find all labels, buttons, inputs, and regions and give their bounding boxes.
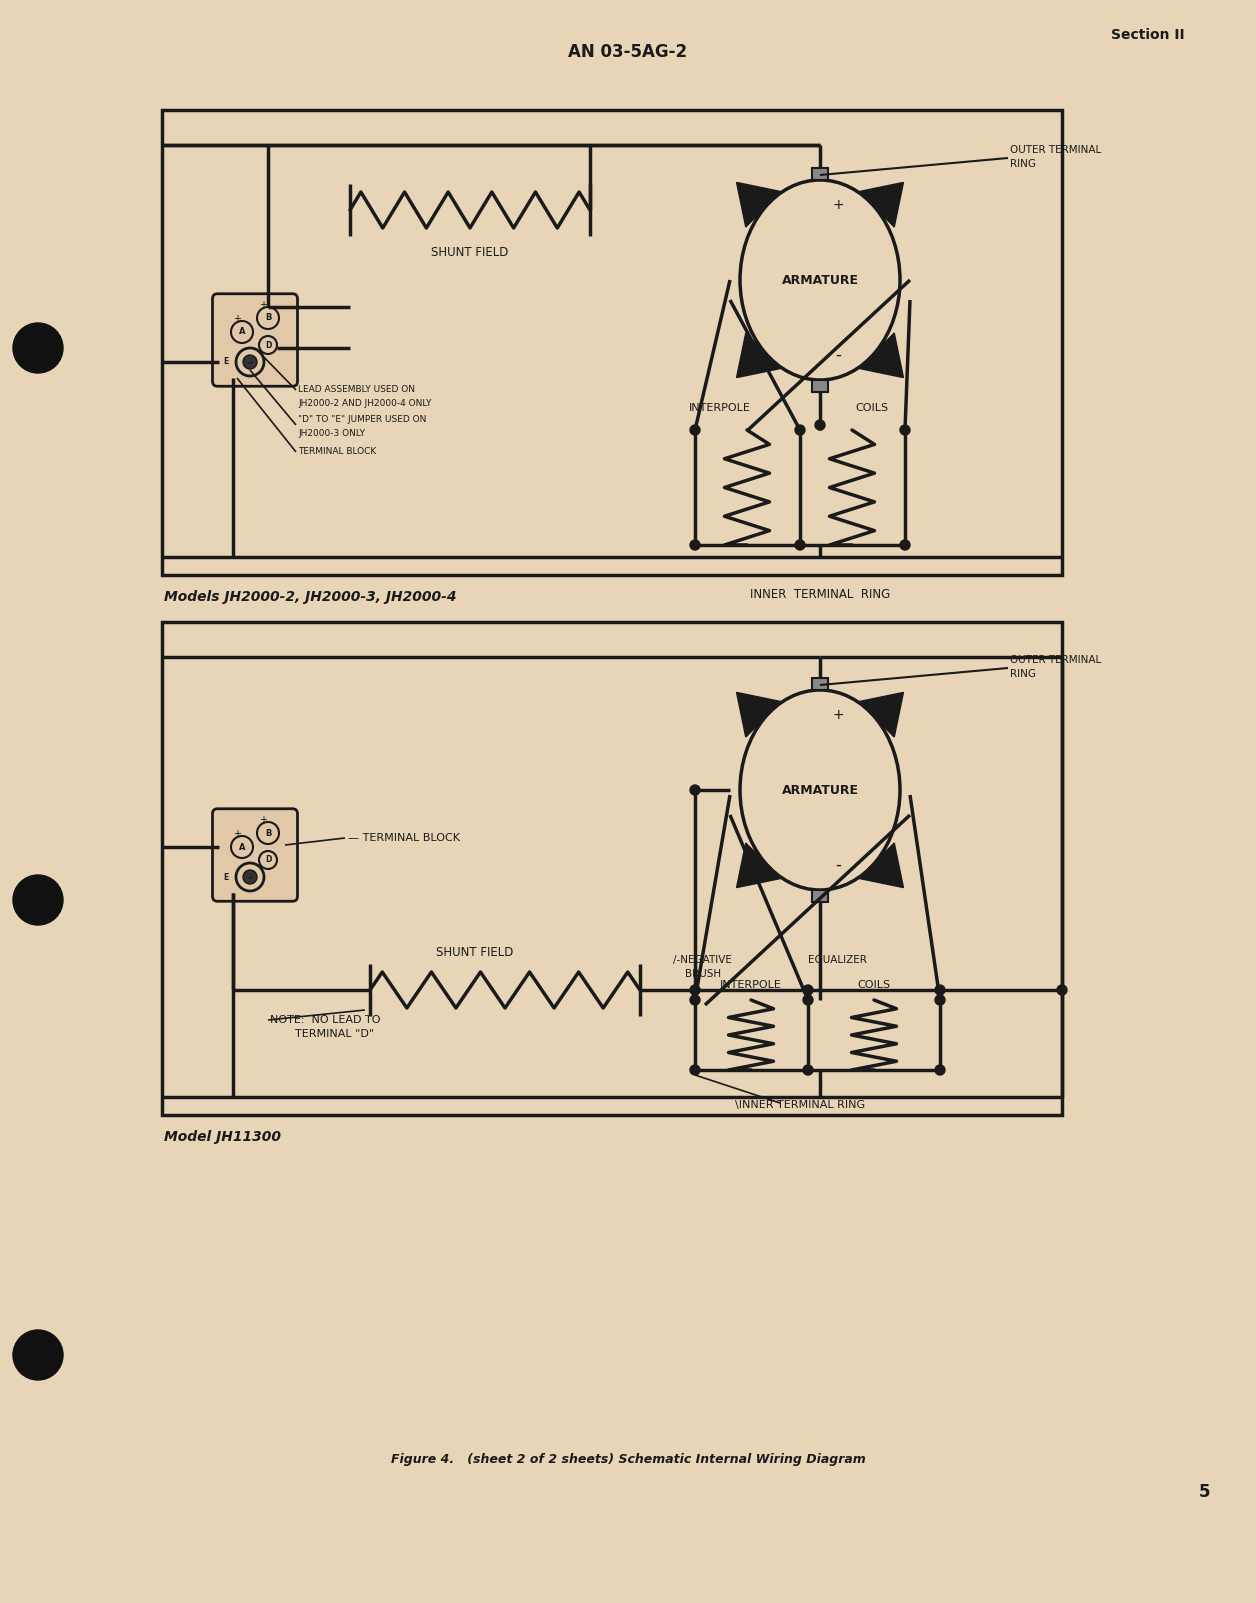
Polygon shape [736, 183, 781, 228]
Bar [811, 890, 828, 902]
Bar [162, 111, 1063, 575]
Circle shape [934, 984, 945, 995]
Circle shape [1058, 984, 1068, 995]
Text: +: + [234, 829, 241, 838]
Text: /-NEGATIVE: /-NEGATIVE [673, 955, 732, 965]
Circle shape [690, 984, 700, 995]
Text: +: + [234, 314, 241, 324]
Polygon shape [859, 843, 903, 888]
Circle shape [690, 540, 700, 550]
Text: A: A [239, 843, 245, 851]
Text: -: - [835, 346, 842, 364]
Circle shape [803, 984, 813, 995]
Text: Model JH11300: Model JH11300 [165, 1130, 281, 1145]
Text: \INNER TERMINAL RING: \INNER TERMINAL RING [735, 1100, 865, 1109]
Ellipse shape [740, 689, 901, 890]
Text: 5: 5 [1198, 1483, 1210, 1500]
Polygon shape [859, 333, 903, 378]
Text: SHUNT FIELD: SHUNT FIELD [431, 245, 509, 258]
Text: +: + [259, 814, 268, 826]
Text: -: - [247, 354, 252, 370]
FancyBboxPatch shape [212, 810, 298, 901]
Polygon shape [859, 692, 903, 737]
Text: SHUNT FIELD: SHUNT FIELD [436, 946, 514, 959]
Circle shape [236, 348, 264, 377]
Text: D: D [265, 340, 271, 349]
Circle shape [934, 1064, 945, 1076]
Circle shape [13, 875, 63, 925]
Circle shape [795, 425, 805, 434]
Text: Models JH2000-2, JH2000-3, JH2000-4: Models JH2000-2, JH2000-3, JH2000-4 [165, 590, 456, 604]
Text: -: - [835, 856, 842, 874]
Circle shape [690, 995, 700, 1005]
Polygon shape [736, 692, 781, 737]
Text: ARMATURE: ARMATURE [781, 784, 859, 797]
Polygon shape [736, 843, 781, 888]
Circle shape [231, 321, 252, 343]
Polygon shape [859, 183, 903, 228]
Circle shape [13, 322, 63, 373]
Text: ARMATURE: ARMATURE [781, 274, 859, 287]
Text: TERMINAL BLOCK: TERMINAL BLOCK [298, 447, 377, 457]
Text: JH2000-3 ONLY: JH2000-3 ONLY [298, 428, 365, 438]
Circle shape [236, 862, 264, 891]
Text: +: + [833, 709, 844, 721]
Bar [811, 678, 828, 689]
Text: E: E [222, 357, 229, 367]
Bar [811, 168, 828, 180]
Circle shape [934, 995, 945, 1005]
Circle shape [901, 425, 911, 434]
Circle shape [795, 540, 805, 550]
Bar [162, 622, 1063, 1116]
Text: BRUSH: BRUSH [685, 968, 721, 979]
Circle shape [690, 785, 700, 795]
Circle shape [13, 1330, 63, 1380]
Circle shape [257, 822, 279, 845]
Text: EQUALIZER: EQUALIZER [808, 955, 867, 965]
Circle shape [242, 354, 257, 369]
Circle shape [259, 851, 278, 869]
Text: TERMINAL "D": TERMINAL "D" [295, 1029, 374, 1039]
Text: Figure 4.   (sheet 2 of 2 sheets) Schematic Internal Wiring Diagram: Figure 4. (sheet 2 of 2 sheets) Schemati… [391, 1454, 865, 1467]
Text: B: B [265, 829, 271, 837]
Circle shape [690, 1064, 700, 1076]
Text: +: + [259, 300, 268, 309]
Text: NOTE:  NO LEAD TO: NOTE: NO LEAD TO [270, 1015, 381, 1024]
Text: JH2000-2 AND JH2000-4 ONLY: JH2000-2 AND JH2000-4 ONLY [298, 399, 432, 407]
Text: AN 03-5AG-2: AN 03-5AG-2 [569, 43, 687, 61]
Text: INTERPOLE: INTERPOLE [690, 402, 751, 414]
FancyBboxPatch shape [212, 293, 298, 386]
Text: Section II: Section II [1112, 27, 1184, 42]
Circle shape [257, 308, 279, 329]
Text: D: D [265, 856, 271, 864]
Text: +: + [833, 199, 844, 212]
Text: — TERMINAL BLOCK: — TERMINAL BLOCK [348, 834, 460, 843]
Text: INTERPOLE: INTERPOLE [720, 979, 782, 991]
Circle shape [815, 420, 825, 430]
Text: INNER  TERMINAL  RING: INNER TERMINAL RING [750, 588, 891, 601]
Circle shape [231, 837, 252, 858]
Text: -: - [247, 869, 252, 885]
Text: "D" TO "E" JUMPER USED ON: "D" TO "E" JUMPER USED ON [298, 415, 426, 425]
Text: OUTER TERMINAL: OUTER TERMINAL [1010, 656, 1102, 665]
Text: RING: RING [1010, 668, 1036, 680]
Polygon shape [736, 333, 781, 378]
Text: E: E [222, 872, 229, 882]
Ellipse shape [740, 180, 901, 380]
Text: LEAD ASSEMBLY USED ON: LEAD ASSEMBLY USED ON [298, 385, 414, 394]
Circle shape [901, 540, 911, 550]
Circle shape [259, 337, 278, 354]
Circle shape [690, 425, 700, 434]
Bar [811, 380, 828, 393]
Text: COILS: COILS [855, 402, 888, 414]
Text: OUTER TERMINAL: OUTER TERMINAL [1010, 144, 1102, 155]
Circle shape [803, 1064, 813, 1076]
Circle shape [803, 995, 813, 1005]
Text: B: B [265, 314, 271, 322]
Text: RING: RING [1010, 159, 1036, 168]
Text: A: A [239, 327, 245, 337]
Circle shape [242, 870, 257, 883]
Text: COILS: COILS [858, 979, 891, 991]
